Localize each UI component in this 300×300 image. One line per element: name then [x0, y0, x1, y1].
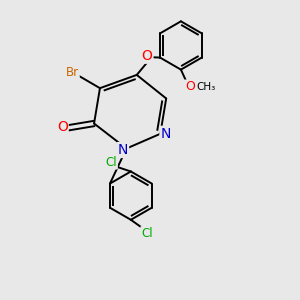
Text: O: O: [142, 49, 152, 63]
Text: O: O: [185, 80, 195, 94]
Text: N: N: [118, 143, 128, 157]
Text: O: O: [57, 120, 68, 134]
Text: Cl: Cl: [141, 227, 153, 240]
Text: N: N: [160, 127, 171, 141]
Text: CH₃: CH₃: [196, 82, 216, 92]
Text: Cl: Cl: [105, 156, 117, 169]
Text: Br: Br: [66, 66, 79, 80]
